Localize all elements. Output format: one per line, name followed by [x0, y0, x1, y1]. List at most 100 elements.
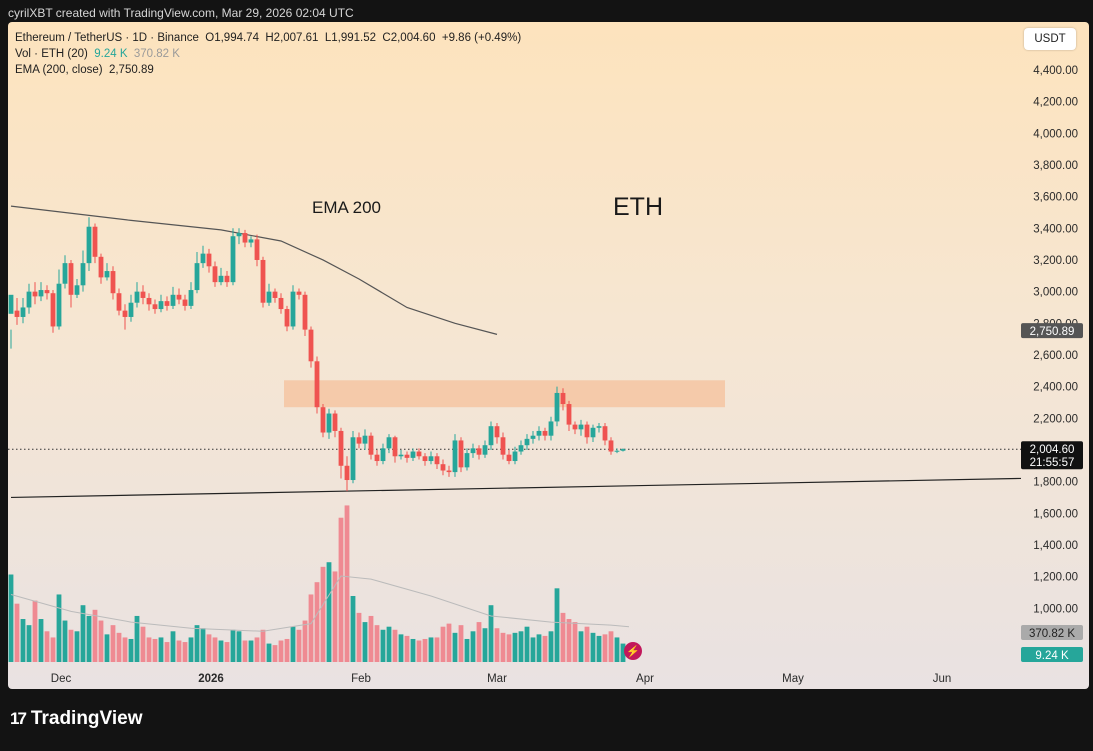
y-tick-label: 3,200.00: [1033, 255, 1078, 267]
volume-bar: [608, 631, 614, 662]
y-tick-label: 1,200.00: [1033, 572, 1078, 584]
volume-bar: [458, 625, 464, 662]
y-tick-label: 4,000.00: [1033, 128, 1078, 140]
y-tick-label: 3,800.00: [1033, 160, 1078, 172]
volume-bar: [26, 625, 32, 662]
support-trendline[interactable]: [10, 477, 1022, 499]
candle-body: [56, 283, 62, 327]
candle-body: [248, 239, 254, 243]
volume-ma-badge-text: 370.82 K: [1029, 628, 1075, 640]
candle-body: [386, 437, 392, 449]
price-chart[interactable]: EMA 200 ETH 4,400.00 4,200.00 4,000.00 3,800.…: [8, 22, 1089, 689]
volume-bar: [470, 631, 476, 662]
volume-bar: [548, 631, 554, 662]
candle-body: [8, 294, 14, 314]
candle-body: [146, 297, 152, 305]
volume-bar: [596, 635, 602, 662]
candle-body: [272, 291, 278, 298]
volume-bar: [500, 632, 506, 662]
candle-body: [398, 454, 404, 457]
candle-body: [452, 440, 458, 473]
candle-body: [374, 454, 380, 462]
candle-body: [218, 275, 224, 283]
candle-body: [224, 275, 230, 283]
candle-body: [26, 291, 32, 308]
volume-bar: [530, 637, 536, 662]
volume-label[interactable]: Vol · ETH (20): [15, 48, 88, 60]
candle-body: [362, 435, 368, 444]
volume-bar: [434, 637, 440, 662]
candle-body: [98, 256, 104, 278]
chart-frame[interactable]: EMA 200 ETH 4,400.00 4,200.00 4,000.00 3,800.…: [8, 22, 1089, 689]
candle-body: [206, 253, 212, 267]
volume-bar: [422, 638, 428, 662]
volume-bar: [68, 629, 74, 662]
candle-body: [278, 297, 284, 310]
volume-bar: [86, 615, 92, 662]
volume-bar: [56, 594, 62, 662]
volume-bar: [224, 642, 230, 662]
x-tick-label: Apr: [636, 673, 654, 685]
candle-body: [488, 426, 494, 446]
volume-bar: [104, 634, 110, 662]
volume-bar: [32, 600, 38, 662]
volume-bar: [566, 619, 572, 662]
current-price-badge: [1021, 441, 1083, 470]
chart-header: cyrilXBT created with TradingView.com, M…: [8, 6, 354, 20]
volume-bar: [446, 623, 452, 662]
candle-body: [530, 435, 536, 439]
ema-200-annotation: EMA 200: [312, 198, 381, 217]
volume-bar: [554, 588, 560, 662]
candle-body: [458, 440, 464, 468]
candle-body: [320, 407, 326, 433]
candle-body: [164, 301, 170, 306]
volume-bar: [410, 638, 416, 662]
volume-bar: [542, 635, 548, 662]
event-lightning-icon[interactable]: [624, 642, 642, 660]
volume-bar: [254, 637, 260, 662]
volume-bar: [164, 642, 170, 662]
candle-body: [554, 392, 560, 422]
volume-badge: [1021, 647, 1083, 662]
y-tick-label: 1,800.00: [1033, 477, 1078, 489]
volume-bar: [332, 571, 338, 662]
volume-bar: [320, 566, 326, 662]
symbol-label[interactable]: Ethereum / TetherUS · 1D · Binance: [15, 32, 199, 44]
tradingview-footer-logo: 17 TradingView: [10, 708, 143, 730]
ema-label[interactable]: EMA (200, close): [15, 64, 103, 76]
currency-unit-button[interactable]: USDT: [1024, 28, 1076, 50]
candle-body: [74, 285, 80, 295]
volume-bar: [176, 640, 182, 662]
tradingview-logo-icon: 17: [10, 709, 27, 728]
close-value: C2,004.60: [382, 32, 436, 44]
open-value: O1,994.74: [205, 32, 259, 44]
volume-ma-value: 370.82 K: [133, 48, 180, 60]
volume-bar: [476, 622, 482, 662]
volume-bar: [218, 640, 224, 662]
candle-body: [614, 450, 620, 452]
volume-bar: [392, 629, 398, 662]
volume-bar: [242, 640, 248, 662]
volume-ma-badge: [1021, 625, 1083, 640]
volume-bar: [8, 574, 14, 662]
volume-bar: [122, 637, 128, 662]
candle-body: [80, 263, 86, 286]
x-tick-label: 2026: [198, 673, 224, 685]
y-tick-label: 1,600.00: [1033, 508, 1078, 520]
candle-body: [242, 233, 248, 243]
candle-body: [440, 464, 446, 471]
volume-bar: [92, 609, 98, 662]
volume-bar: [38, 619, 44, 662]
volume-bar: [374, 625, 380, 662]
candle-body: [428, 456, 434, 462]
y-tick-label: 2,600.00: [1033, 350, 1078, 362]
candle-body: [152, 304, 158, 310]
volume-bar: [278, 640, 284, 662]
volume-bar: [362, 622, 368, 662]
y-tick-label: 3,400.00: [1033, 223, 1078, 235]
volume-bar: [314, 582, 320, 662]
volume-bar: [494, 628, 500, 662]
candle-body: [308, 329, 314, 362]
volume-bar: [272, 645, 278, 662]
candle-body: [212, 266, 218, 283]
